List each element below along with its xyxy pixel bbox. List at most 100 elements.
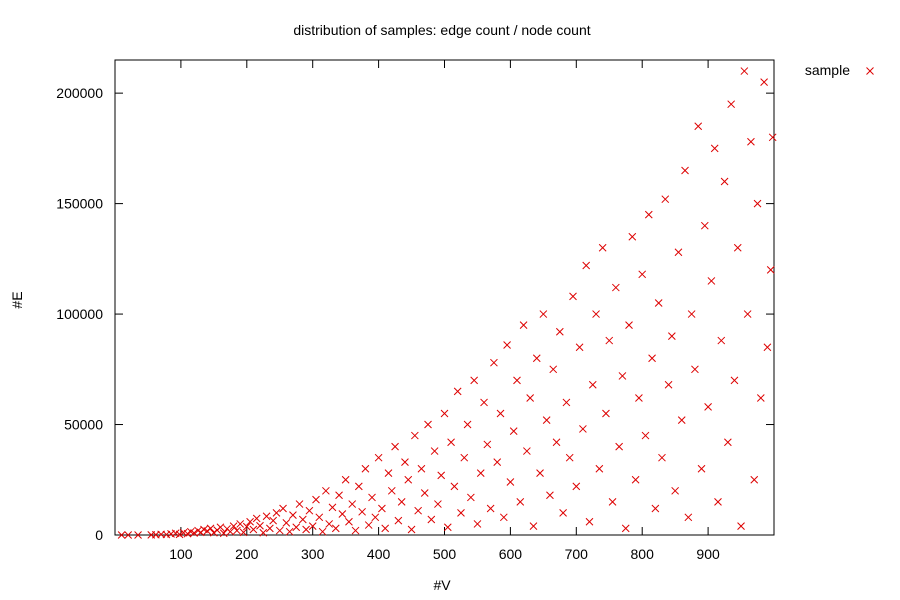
data-point	[671, 486, 680, 495]
data-point	[687, 310, 696, 318]
data-point	[338, 510, 347, 518]
data-point	[394, 516, 403, 525]
data-point	[206, 524, 215, 533]
plot-area-border	[114, 59, 775, 536]
data-point	[242, 522, 251, 531]
data-point	[651, 504, 660, 513]
data-point	[499, 513, 508, 522]
data-point	[724, 438, 732, 447]
data-point	[638, 270, 647, 279]
data-point	[592, 310, 600, 318]
data-point	[536, 469, 544, 477]
data-point	[467, 493, 475, 502]
data-point	[668, 332, 676, 341]
data-point	[328, 503, 337, 512]
y-tick-label: 150000	[56, 196, 103, 212]
data-point	[417, 464, 426, 473]
data-point	[661, 195, 670, 204]
data-point	[216, 523, 225, 532]
data-point	[476, 469, 485, 477]
data-point	[743, 310, 752, 318]
data-point	[595, 464, 604, 473]
data-point	[519, 321, 528, 329]
data-point	[506, 478, 515, 486]
data-point	[486, 504, 495, 513]
data-point	[582, 261, 591, 270]
data-point	[256, 521, 264, 530]
data-point	[717, 336, 726, 345]
data-point	[677, 416, 686, 424]
data-point	[565, 453, 574, 462]
y-tick-label: 100000	[56, 306, 103, 322]
data-point	[635, 394, 643, 402]
data-point	[470, 376, 479, 385]
data-point	[430, 447, 439, 455]
data-point	[707, 277, 716, 285]
data-point	[246, 517, 254, 526]
data-point	[532, 354, 541, 363]
data-point	[341, 475, 350, 484]
x-tick-label: 500	[433, 546, 457, 562]
data-point	[282, 518, 291, 527]
data-point	[233, 526, 241, 535]
data-point	[710, 144, 719, 153]
data-point	[331, 524, 340, 533]
data-point	[229, 522, 238, 531]
data-point	[756, 394, 765, 402]
data-point	[509, 427, 518, 436]
data-point	[697, 464, 706, 473]
data-point	[602, 409, 610, 418]
data-point	[305, 506, 314, 515]
data-point	[648, 354, 656, 363]
legend-marker	[866, 67, 874, 75]
data-point	[279, 504, 287, 513]
data-point	[407, 525, 416, 534]
data-point	[753, 199, 762, 208]
data-point	[424, 420, 432, 429]
x-tick-label: 800	[631, 546, 655, 562]
x-tick-label: 600	[499, 546, 523, 562]
data-point	[266, 524, 274, 533]
data-point	[631, 475, 640, 484]
data-point	[447, 438, 455, 447]
data-point	[117, 531, 126, 539]
data-point	[644, 210, 653, 219]
data-point	[358, 507, 366, 516]
data-point	[618, 372, 627, 380]
data-point	[615, 442, 623, 451]
legend-marker-x-icon	[866, 67, 874, 75]
x-tick-label: 300	[301, 546, 325, 562]
data-point	[374, 453, 383, 462]
data-point	[611, 283, 620, 292]
data-points	[117, 67, 777, 539]
data-point	[768, 133, 777, 142]
data-point	[588, 380, 597, 389]
data-point	[483, 440, 492, 449]
data-point	[625, 321, 633, 329]
data-point	[546, 491, 554, 500]
data-point	[496, 409, 505, 418]
data-point	[480, 398, 488, 407]
data-point	[285, 527, 294, 536]
data-point	[549, 365, 558, 374]
data-point	[730, 376, 739, 385]
data-point	[493, 458, 502, 466]
data-point	[364, 521, 373, 529]
y-tick-label: 200000	[56, 85, 103, 101]
data-point	[272, 509, 281, 517]
data-point	[727, 100, 736, 109]
data-point	[420, 489, 429, 497]
data-point	[391, 442, 399, 451]
data-point	[598, 243, 607, 252]
legend-label: sample	[805, 62, 850, 78]
data-point	[410, 431, 419, 440]
data-point	[298, 515, 307, 524]
data-point	[404, 475, 413, 484]
data-point	[529, 522, 538, 531]
data-point	[503, 341, 511, 349]
data-point	[434, 500, 442, 508]
data-point	[348, 500, 357, 508]
y-axis-label: #E	[9, 291, 25, 308]
data-point	[262, 512, 271, 521]
data-point	[473, 520, 482, 528]
